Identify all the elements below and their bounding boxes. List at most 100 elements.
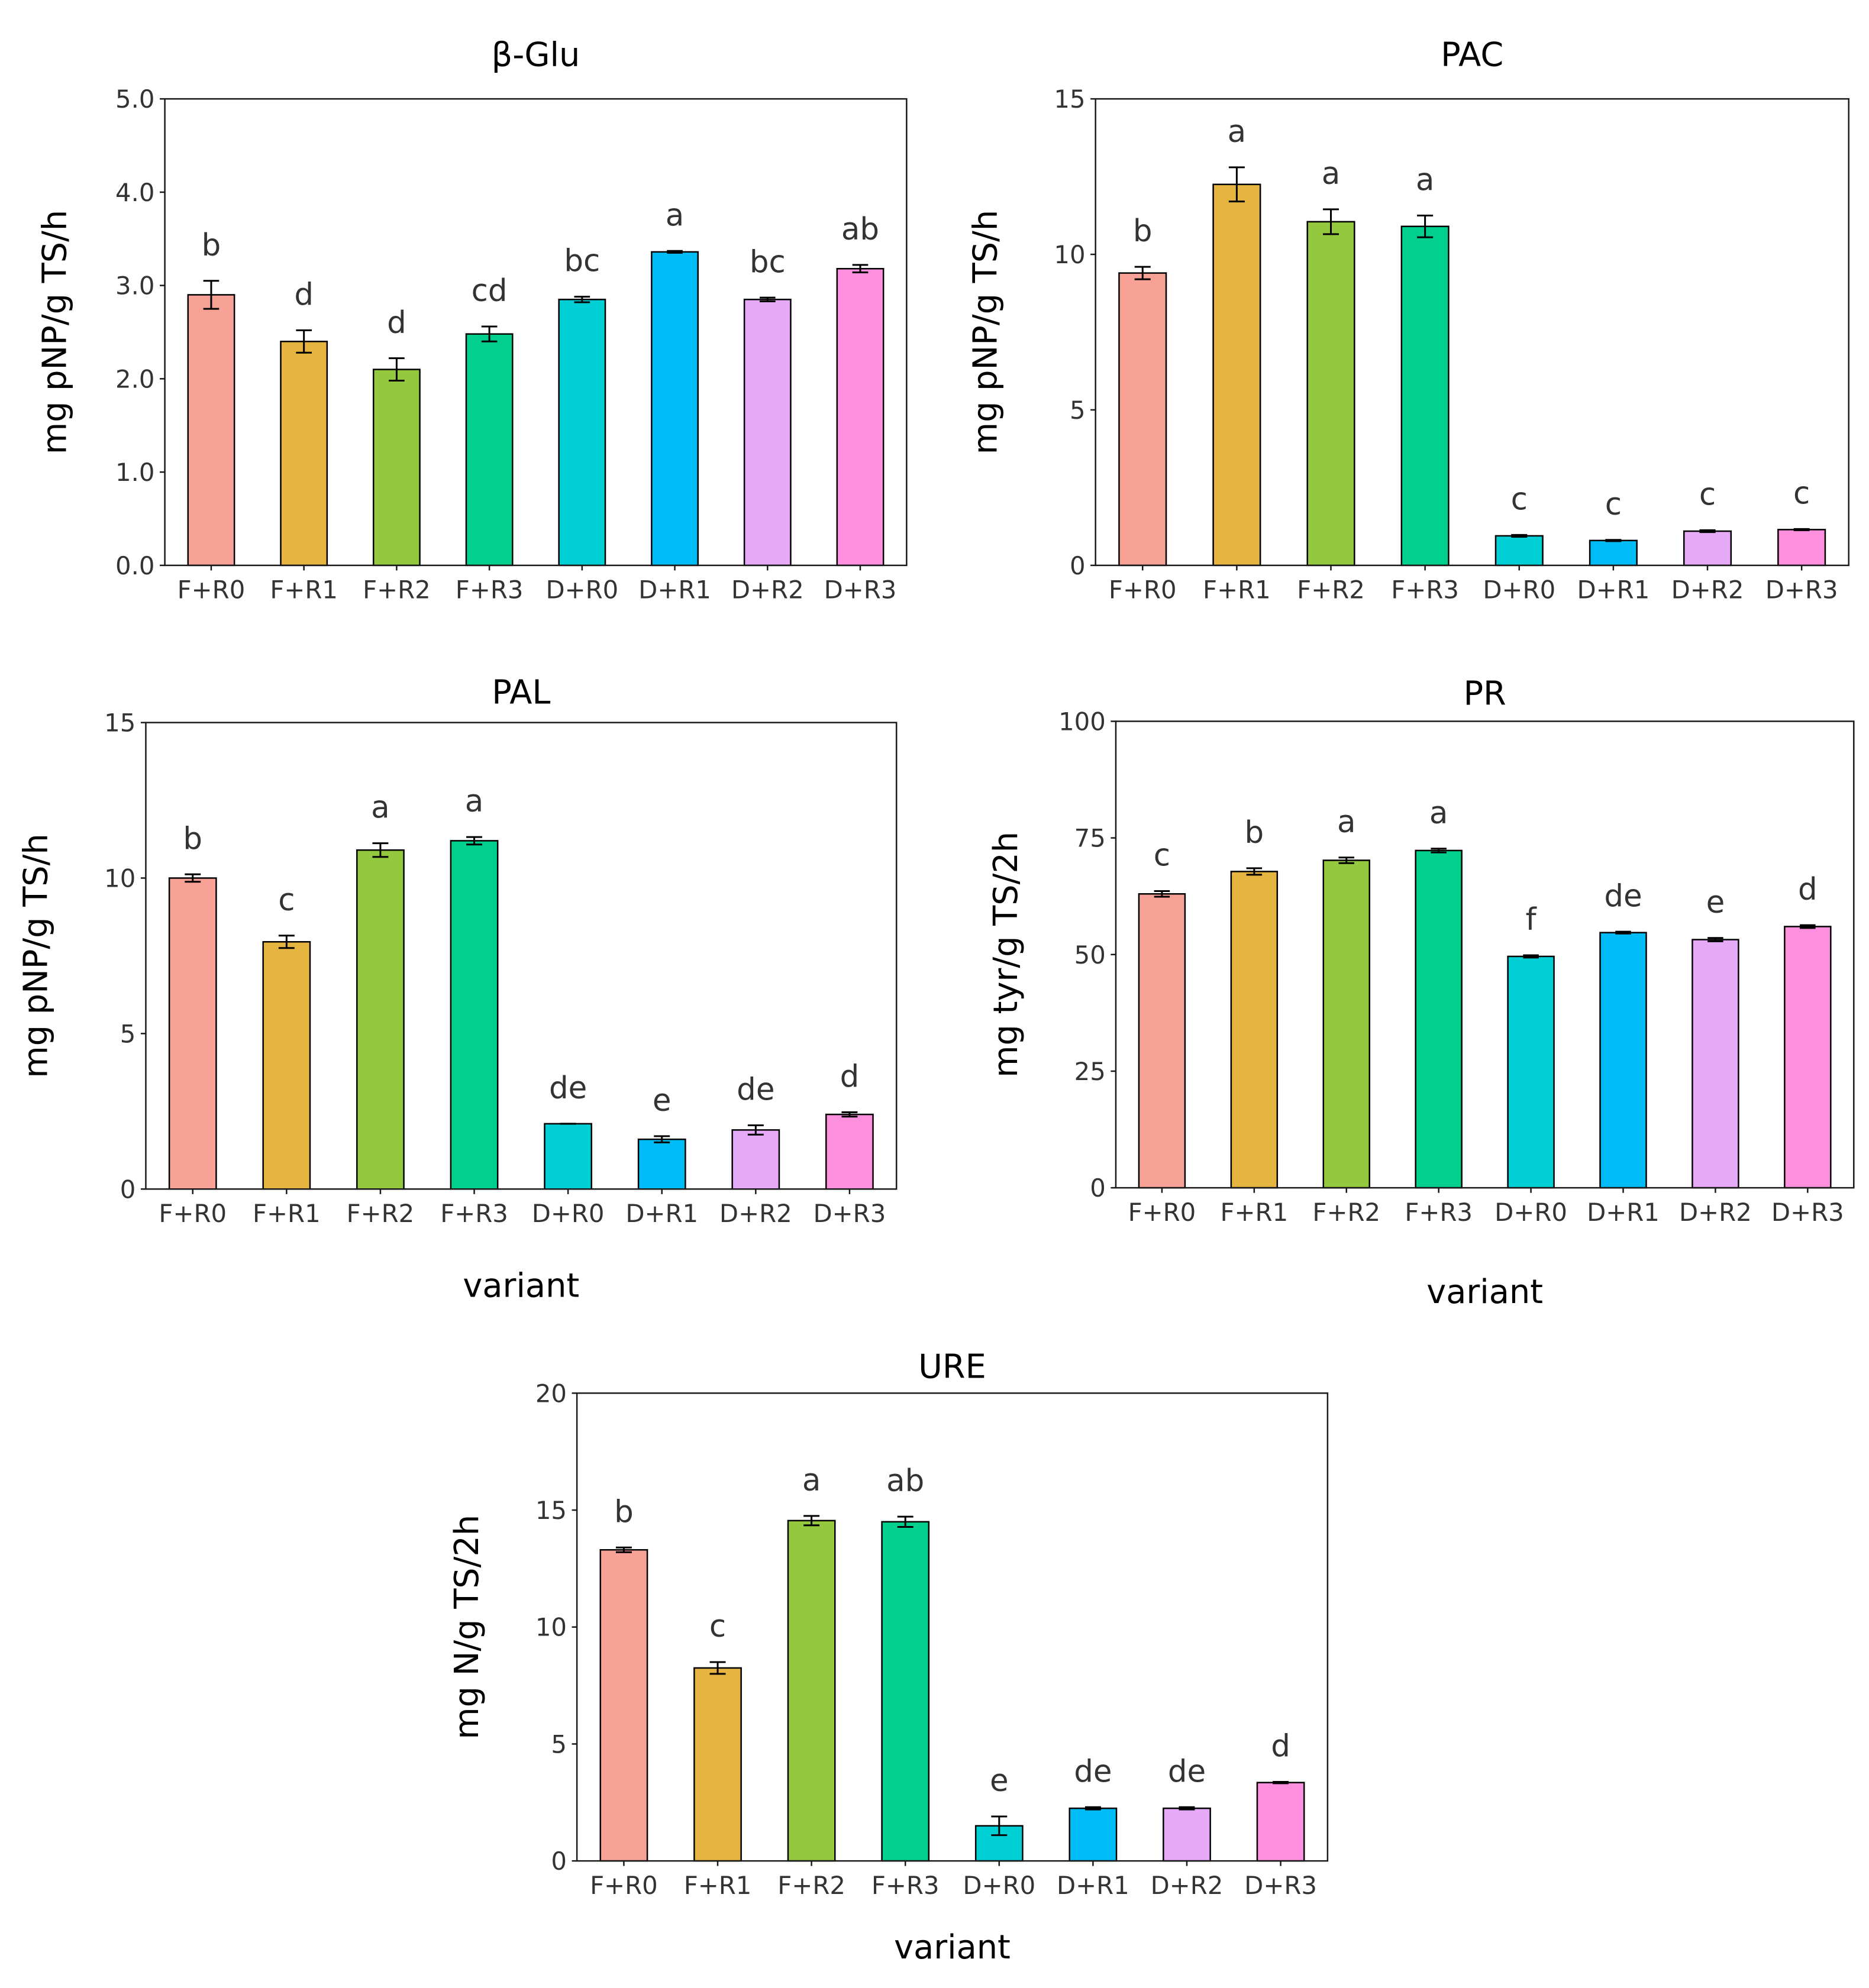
- x-tick-label-ure-3: F+R3: [871, 1871, 940, 1900]
- x-tick-label-pr-3: F+R3: [1405, 1198, 1473, 1227]
- y-tick-label-ure-2: 10: [535, 1613, 567, 1642]
- bar-pac-2: [1306, 221, 1355, 567]
- bar-pal-1: [262, 941, 311, 1190]
- x-tick-label-pac-5: D+R1: [1577, 576, 1650, 605]
- y-tick-label-beta-glu-4: 4.0: [115, 178, 154, 207]
- y-tick-label-beta-glu-0: 0.0: [115, 551, 154, 580]
- y-tick-label-ure-0: 0: [551, 1847, 567, 1876]
- x-tick-label-ure-5: D+R1: [1057, 1871, 1129, 1900]
- x-tick-label-ure-2: F+R2: [777, 1871, 845, 1900]
- bar-ure-7: [1256, 1782, 1305, 1862]
- chart-panel-ure: b F+R0 c F+R1 a F+R2 ab F+R3 e D+R0 de D+R1 de D+R2 d D…: [448, 1348, 1329, 1967]
- x-tick-label-beta-glu-6: D+R2: [731, 576, 804, 605]
- x-tick-label-pal-6: D+R2: [719, 1199, 792, 1228]
- chart-title-ure: URE: [918, 1348, 986, 1386]
- significance-letter-pac-0: b: [1133, 214, 1153, 249]
- bar-pr-7: [1784, 926, 1832, 1189]
- plot-frame-pac: [1095, 98, 1849, 567]
- y-tick-label-pac-1: 5: [1070, 396, 1086, 425]
- y-tick-label-pr-4: 100: [1058, 707, 1106, 736]
- significance-letter-ure-6: de: [1168, 1754, 1206, 1789]
- significance-letter-pr-2: a: [1337, 804, 1356, 840]
- y-tick-label-pal-0: 0: [120, 1175, 136, 1204]
- bar-beta-glu-5: [651, 251, 699, 567]
- significance-letter-pal-4: de: [549, 1071, 587, 1106]
- x-tick-label-pal-0: F+R0: [159, 1199, 227, 1228]
- bar-ure-1: [693, 1667, 742, 1862]
- y-axis-label-beta-glu: mg pNP/g TS/h: [35, 210, 74, 454]
- bar-beta-glu-2: [372, 368, 421, 567]
- bar-beta-glu-4: [558, 299, 606, 567]
- y-axis-label-pal: mg pNP/g TS/h: [17, 833, 55, 1078]
- bar-ure-5: [1069, 1807, 1118, 1862]
- significance-letter-beta-glu-3: cd: [472, 273, 508, 309]
- significance-letter-pac-6: c: [1699, 477, 1716, 513]
- bar-pac-7: [1777, 529, 1826, 567]
- bar-pal-6: [731, 1129, 780, 1190]
- significance-letter-beta-glu-1: d: [294, 277, 314, 312]
- chart-title-pal: PAL: [492, 673, 550, 712]
- x-tick-label-beta-glu-3: F+R3: [456, 576, 524, 605]
- x-tick-label-pac-4: D+R0: [1483, 576, 1555, 605]
- significance-letter-ure-2: a: [802, 1463, 821, 1498]
- bar-beta-glu-0: [187, 294, 235, 567]
- bar-pr-1: [1230, 871, 1279, 1189]
- y-tick-label-pr-0: 0: [1090, 1174, 1106, 1203]
- x-tick-label-pr-2: F+R2: [1312, 1198, 1380, 1227]
- significance-letter-pac-5: c: [1605, 487, 1622, 522]
- x-tick-label-ure-0: F+R0: [590, 1871, 658, 1900]
- x-tick-label-pal-3: F+R3: [440, 1199, 508, 1228]
- bar-beta-glu-6: [743, 299, 792, 567]
- bar-pr-0: [1138, 893, 1186, 1189]
- x-tick-label-pr-4: D+R0: [1494, 1198, 1567, 1227]
- y-tick-label-pr-2: 50: [1074, 940, 1106, 969]
- y-tick-label-ure-3: 15: [535, 1496, 567, 1525]
- x-tick-label-beta-glu-4: D+R0: [545, 576, 618, 605]
- bar-pac-1: [1212, 183, 1261, 567]
- x-tick-label-beta-glu-2: F+R2: [363, 576, 431, 605]
- chart-panel-pal: b F+R0 c F+R1 a F+R2 a F+R3 de D+R0 e D+R1 de D+R2 d D+…: [17, 673, 898, 1305]
- significance-letter-pr-3: a: [1429, 796, 1448, 831]
- x-tick-label-pac-1: F+R1: [1203, 576, 1271, 605]
- significance-letter-ure-1: c: [709, 1609, 726, 1644]
- x-tick-label-pal-2: F+R2: [347, 1199, 415, 1228]
- y-tick-label-ure-1: 5: [551, 1730, 567, 1759]
- significance-letter-pr-5: de: [1604, 878, 1642, 914]
- bar-ure-6: [1163, 1807, 1211, 1862]
- x-tick-label-ure-7: D+R3: [1244, 1871, 1317, 1900]
- chart-title-pr: PR: [1463, 675, 1506, 713]
- x-tick-label-pac-2: F+R2: [1297, 576, 1365, 605]
- chart-panel-beta-glu: b F+R0 d F+R1 d F+R2 cd F+R3 bc D+R0 a D+R1 bc D+R2 ab…: [35, 35, 908, 605]
- significance-letter-ure-3: ab: [886, 1463, 924, 1499]
- y-tick-label-beta-glu-3: 3.0: [115, 271, 154, 300]
- significance-letter-ure-5: de: [1074, 1754, 1112, 1789]
- y-tick-label-pac-3: 15: [1054, 85, 1085, 114]
- x-tick-label-pac-7: D+R3: [1765, 576, 1838, 605]
- bar-ure-3: [881, 1521, 930, 1862]
- significance-letter-beta-glu-5: a: [666, 198, 685, 233]
- bar-pal-5: [637, 1138, 686, 1190]
- significance-letter-pac-1: a: [1228, 114, 1247, 150]
- x-tick-label-pr-0: F+R0: [1128, 1198, 1196, 1227]
- y-tick-label-pal-1: 5: [120, 1019, 136, 1048]
- significance-letter-pal-7: d: [840, 1059, 860, 1095]
- x-tick-label-beta-glu-7: D+R3: [824, 576, 897, 605]
- significance-letter-pr-1: b: [1245, 815, 1264, 851]
- significance-letter-pac-4: c: [1511, 481, 1528, 517]
- y-tick-label-pal-3: 15: [104, 709, 135, 738]
- x-tick-label-pal-5: D+R1: [625, 1199, 698, 1228]
- bar-pal-2: [356, 849, 405, 1190]
- bar-ure-2: [787, 1520, 836, 1862]
- x-tick-label-pr-1: F+R1: [1221, 1198, 1289, 1227]
- bar-beta-glu-3: [465, 333, 514, 567]
- plot-frame-ure: [576, 1392, 1329, 1862]
- significance-letter-beta-glu-4: bc: [564, 244, 600, 279]
- y-tick-label-pac-2: 10: [1054, 240, 1085, 269]
- y-tick-label-beta-glu-1: 1.0: [115, 458, 154, 487]
- x-tick-label-pac-3: F+R3: [1391, 576, 1459, 605]
- x-tick-label-pal-1: F+R1: [253, 1199, 321, 1228]
- significance-letter-ure-0: b: [614, 1494, 634, 1530]
- chart-panel-pac: b F+R0 a F+R1 a F+R2 a F+R3 c D+R0 c D+R1 c D+R2 c D+R3…: [967, 35, 1849, 605]
- x-tick-label-beta-glu-5: D+R1: [638, 576, 711, 605]
- bar-pac-4: [1494, 535, 1544, 567]
